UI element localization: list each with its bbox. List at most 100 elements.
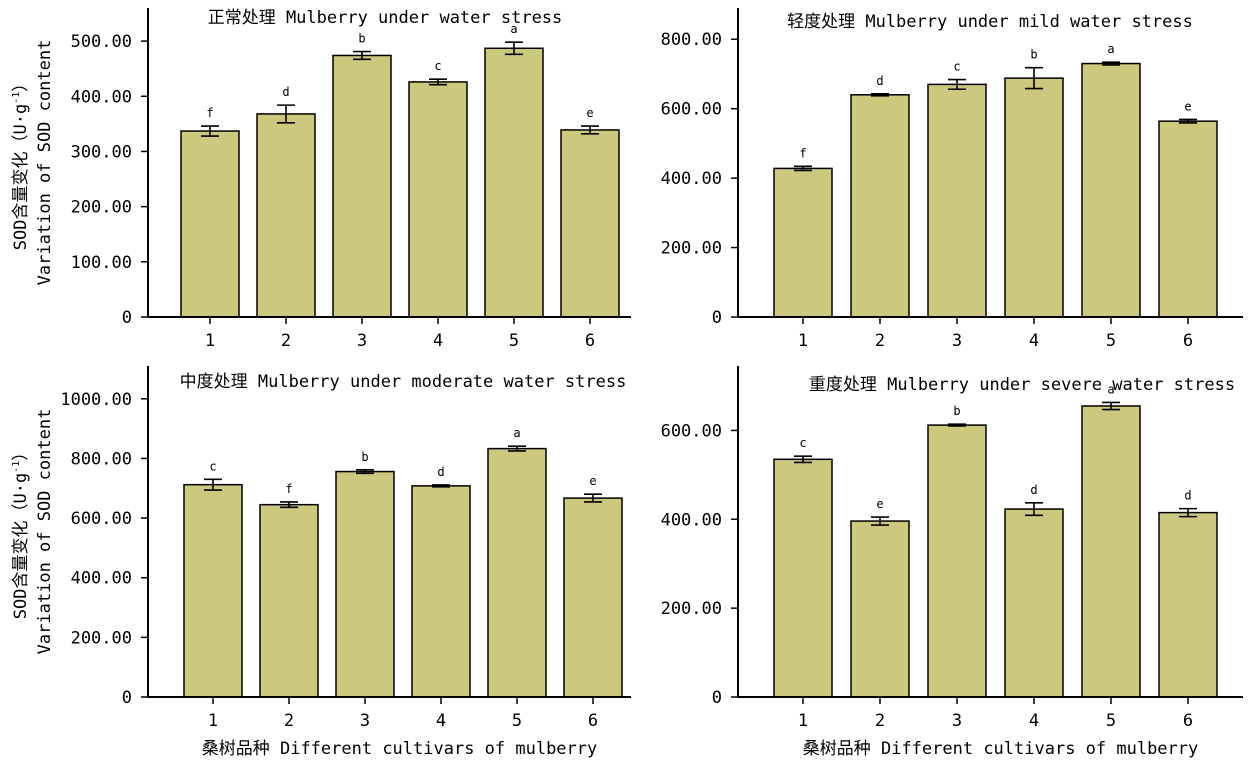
x-tick-label: 6 xyxy=(588,711,598,731)
y-tick-label: 600.00 xyxy=(71,509,132,529)
x-tick-label: 1 xyxy=(798,331,808,351)
significance-letter: d xyxy=(437,465,444,479)
bar-5 xyxy=(487,447,547,698)
y-tick-label: 400.00 xyxy=(71,87,132,107)
significance-letter: b xyxy=(361,450,368,464)
bar-2 xyxy=(259,503,319,698)
y-tick-label: 800.00 xyxy=(71,449,132,469)
x-tick-label: 3 xyxy=(952,711,962,731)
significance-letter: a xyxy=(1107,382,1114,396)
y-tick-label: 400.00 xyxy=(661,169,722,189)
significance-letter: b xyxy=(953,404,960,418)
x-tick-label: 4 xyxy=(1029,331,1039,351)
x-axis-title: 桑树品种 Different cultivars of mulberry xyxy=(803,739,1199,759)
significance-letter: c xyxy=(434,59,441,73)
x-tick-label: 6 xyxy=(1183,331,1193,351)
significance-letter: a xyxy=(1107,42,1114,56)
x-tick-label: 1 xyxy=(798,711,808,731)
y-tick-label: 0 xyxy=(122,688,132,708)
significance-letter: a xyxy=(513,426,520,440)
bar-6 xyxy=(560,129,620,318)
y-tick-label: 400.00 xyxy=(71,569,132,589)
chart-panel-4: 重度处理 Mulberry under severe water stress c… xyxy=(661,366,1243,759)
x-tick-label: 6 xyxy=(585,331,595,351)
x-tick-label: 5 xyxy=(1106,331,1116,351)
x-tick-label: 1 xyxy=(208,711,218,731)
bar-4 xyxy=(411,485,471,698)
x-tick-label: 4 xyxy=(433,331,443,351)
bar-1 xyxy=(773,458,833,698)
significance-letter: d xyxy=(876,74,883,88)
bar-4 xyxy=(1004,77,1064,318)
chart-panel-1: 正常处理 Mulberry under water stress f d b c a e 0 1… xyxy=(11,8,631,351)
x-tick-label: 2 xyxy=(875,331,885,351)
x-tick-label: 4 xyxy=(1029,711,1039,731)
significance-letter: c xyxy=(953,60,960,74)
x-tick-label: 2 xyxy=(281,331,291,351)
bar-3 xyxy=(927,424,987,698)
y-tick-label: 200.00 xyxy=(661,599,722,619)
chart-title: 轻度处理 Mulberry under mild water stress xyxy=(787,12,1193,32)
x-tick-label: 3 xyxy=(357,331,367,351)
bar-2 xyxy=(850,94,910,318)
significance-letter: f xyxy=(799,146,806,160)
y-tick-label: 0 xyxy=(122,308,132,328)
x-axis-title: 桑树品种 Different cultivars of mulberry xyxy=(202,739,598,759)
y-axis-title-line1: SOD含量变化（U·g-1） xyxy=(11,75,31,250)
chart-title: 中度处理 Mulberry under moderate water stres… xyxy=(180,372,627,392)
bar-6 xyxy=(1158,511,1218,698)
x-tick-label: 6 xyxy=(1183,711,1193,731)
chart-title: 正常处理 Mulberry under water stress xyxy=(208,8,563,28)
significance-letter: f xyxy=(206,106,213,120)
significance-letter: e xyxy=(1184,99,1191,113)
x-tick-label: 3 xyxy=(360,711,370,731)
bar-5 xyxy=(1081,62,1141,318)
y-tick-label: 400.00 xyxy=(661,510,722,530)
bar-6 xyxy=(1158,120,1218,318)
bar-4 xyxy=(1004,508,1064,698)
bar-5 xyxy=(484,47,544,318)
y-tick-label: 600.00 xyxy=(661,100,722,120)
y-axis-title-line2: Variation of SOD content xyxy=(35,409,55,655)
x-tick-label: 2 xyxy=(875,711,885,731)
x-tick-label: 4 xyxy=(436,711,446,731)
y-tick-label: 1000.00 xyxy=(60,390,132,410)
significance-letter: e xyxy=(586,106,593,120)
bar-1 xyxy=(183,483,243,698)
significance-letter: a xyxy=(510,22,517,36)
significance-letter: c xyxy=(209,459,216,473)
bar-3 xyxy=(332,54,392,318)
bar-4 xyxy=(408,81,468,318)
bar-3 xyxy=(335,470,395,698)
y-tick-label: 500.00 xyxy=(71,32,132,52)
chart-panel-2: 轻度处理 Mulberry under mild water stress f d c… xyxy=(661,8,1243,351)
y-tick-label: 600.00 xyxy=(661,421,722,441)
x-tick-label: 3 xyxy=(952,331,962,351)
bar-1 xyxy=(773,167,833,318)
y-tick-label: 0 xyxy=(712,688,722,708)
y-tick-label: 200.00 xyxy=(71,628,132,648)
bar-6 xyxy=(563,497,623,698)
x-tick-label: 5 xyxy=(1106,711,1116,731)
significance-letter: d xyxy=(1184,489,1191,503)
y-axis-title-line1: SOD含量变化（U·g-1） xyxy=(11,444,31,619)
y-tick-label: 300.00 xyxy=(71,142,132,162)
y-axis-title-line2: Variation of SOD content xyxy=(35,40,55,286)
x-tick-label: 2 xyxy=(284,711,294,731)
significance-letter: e xyxy=(589,474,596,488)
x-tick-label: 5 xyxy=(509,331,519,351)
significance-letter: b xyxy=(1030,48,1037,62)
significance-letter: f xyxy=(285,482,292,496)
significance-letter: e xyxy=(876,497,883,511)
y-tick-label: 800.00 xyxy=(661,30,722,50)
bar-5 xyxy=(1081,405,1141,698)
bar-2 xyxy=(850,520,910,698)
chart-panel-3: 中度处理 Mulberry under moderate water stres… xyxy=(11,366,631,759)
chart-title: 重度处理 Mulberry under severe water stress xyxy=(809,375,1235,395)
significance-letter: d xyxy=(1030,483,1037,497)
y-tick-label: 100.00 xyxy=(71,253,132,273)
x-tick-label: 1 xyxy=(205,331,215,351)
bar-2 xyxy=(256,113,316,318)
significance-letter: d xyxy=(282,85,289,99)
